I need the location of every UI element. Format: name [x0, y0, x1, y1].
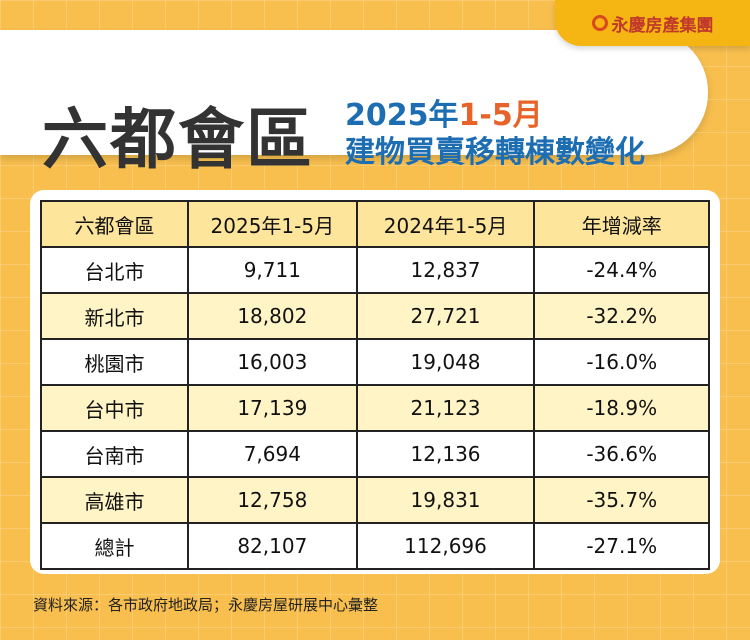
table-cell: 19,048	[355, 338, 536, 386]
title-banner: 六都會區 2025年1-5月 建物買賣移轉棟數變化	[0, 30, 708, 178]
column-header: 年增減率	[533, 200, 710, 248]
table-cell: 16,003	[186, 338, 358, 386]
table-row: 桃園市 16,003 19,048 -16.0%	[40, 338, 710, 386]
table-row: 台中市 17,139 21,123 -18.9%	[40, 384, 710, 432]
source-note: 資料來源：各市政府地政局；永慶房屋研展中心彙整	[33, 596, 379, 614]
table-header-row: 六都會區 2025年1-5月 2024年1-5月 年增減率	[40, 200, 710, 248]
brand-logo: 永慶房產集團	[555, 0, 750, 46]
data-table: 六都會區 2025年1-5月 2024年1-5月 年增減率 台北市 9,711 12,83…	[40, 200, 710, 570]
table-cell: 19,831	[355, 476, 536, 524]
table-cell: -18.9%	[533, 384, 710, 432]
column-header: 六都會區	[40, 200, 189, 248]
table-cell: -24.4%	[533, 246, 710, 294]
table-cell: 總計	[40, 522, 189, 570]
table-cell: -36.6%	[533, 430, 710, 478]
table-cell: 高雄市	[40, 476, 189, 524]
table-cell: -32.2%	[533, 292, 710, 340]
table-row: 新北市 18,802 27,721 -32.2%	[40, 292, 710, 340]
table-cell: -16.0%	[533, 338, 710, 386]
table-cell: 台南市	[40, 430, 189, 478]
table-cell: 17,139	[186, 384, 358, 432]
logo-text: 永慶房產集團	[611, 15, 714, 36]
table-row: 台北市 9,711 12,837 -24.4%	[40, 246, 710, 294]
table-cell: 112,696	[355, 522, 536, 570]
table-cell: 21,123	[355, 384, 536, 432]
table-cell: 18,802	[186, 292, 358, 340]
subtitle: 建物買賣移轉棟數變化	[345, 135, 645, 170]
table-cell: 12,136	[355, 430, 536, 478]
table-row: 台南市 7,694 12,136 -36.6%	[40, 430, 710, 478]
table-cell: -27.1%	[533, 522, 710, 570]
logo-icon	[591, 15, 608, 31]
table-cell: 新北市	[40, 292, 189, 340]
table-cell: 台北市	[40, 246, 189, 294]
subtitle-months: 1-5月	[458, 98, 543, 133]
table-cell: 台中市	[40, 384, 189, 432]
column-header: 2025年1-5月	[186, 200, 358, 248]
column-header: 2024年1-5月	[355, 200, 536, 248]
table-cell: 82,107	[186, 522, 358, 570]
table-cell: 12,837	[355, 246, 536, 294]
table-cell: 12,758	[186, 476, 358, 524]
table-cell: 桃園市	[40, 338, 189, 386]
page-title: 六都會區	[42, 101, 314, 178]
table-row: 高雄市 12,758 19,831 -35.7%	[40, 476, 710, 524]
table-cell: 9,711	[186, 246, 358, 294]
table-cell: -35.7%	[533, 476, 710, 524]
subtitle-period: 2025年1-5月	[345, 90, 543, 134]
table-row: 總計 82,107 112,696 -27.1%	[40, 522, 710, 570]
table-cell: 27,721	[355, 292, 536, 340]
subtitle-year: 2025年	[345, 98, 459, 133]
table-cell: 7,694	[186, 430, 358, 478]
